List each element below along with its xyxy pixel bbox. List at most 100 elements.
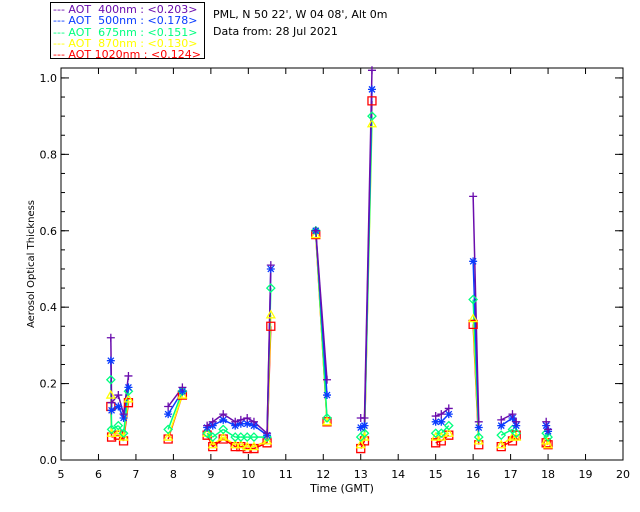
data-point-aot-1020nm — [474, 440, 484, 450]
data-point-aot-870nm — [230, 439, 241, 449]
data-point-aot-870nm — [542, 439, 554, 449]
data-point-aot-500nm — [469, 257, 478, 266]
data-point-aot-400nm — [124, 371, 133, 380]
data-point-aot-500nm — [243, 419, 252, 428]
data-point-aot-400nm — [107, 398, 116, 407]
x-tick-label: 13 — [354, 468, 368, 481]
x-tick-label: 7 — [132, 468, 139, 481]
series-line-2 — [440, 425, 450, 434]
data-point-aot-870nm — [118, 431, 129, 441]
data-point-aot-675nm — [359, 428, 370, 439]
info-block: PML, N 50 22', W 04 08', Alt 0m Data fro… — [213, 6, 387, 40]
data-point-aot-675nm — [113, 420, 124, 431]
data-point-aot-870nm — [473, 435, 484, 445]
data-point-aot-675nm — [436, 428, 447, 439]
data-point-aot-500nm — [360, 421, 369, 430]
x-tick-label: 20 — [616, 468, 630, 481]
data-point-aot-870nm — [242, 441, 253, 451]
data-point-aot-400nm — [164, 402, 173, 411]
series-line-2 — [111, 424, 119, 431]
legend-entry-500: --- AOT 500nm : <0.178> — [53, 14, 198, 28]
data-point-aot-870nm — [261, 435, 273, 445]
y-tick-label: 1.0 — [40, 72, 58, 85]
data-point-aot-400nm — [263, 429, 272, 438]
legend-entry-400: --- AOT 400nm : <0.203> — [53, 3, 198, 16]
series-line-2 — [212, 428, 224, 438]
series-line-1 — [117, 406, 125, 419]
x-tick-label: 9 — [207, 468, 214, 481]
data-point-aot-500nm — [497, 421, 506, 430]
data-point-aot-675nm — [322, 413, 332, 423]
data-point-aot-675nm — [163, 424, 174, 435]
data-point-aot-500nm — [367, 85, 376, 94]
series-line-0 — [122, 375, 130, 415]
data-point-aot-500nm — [114, 402, 123, 411]
data-point-aot-870nm — [496, 439, 507, 449]
x-tick-label: 10 — [241, 468, 255, 481]
data-point-aot-870nm — [218, 431, 229, 441]
legend-entry-870: --- AOT 870nm : <0.130> — [53, 36, 198, 50]
data-point-aot-870nm — [366, 118, 378, 128]
x-tick-label: 15 — [429, 468, 443, 481]
data-point-aot-500nm — [323, 391, 332, 400]
y-tick-label: 0.6 — [40, 225, 58, 238]
data-point-aot-675nm — [207, 432, 218, 442]
data-point-aot-1020nm — [106, 432, 117, 442]
series-line-0 — [440, 407, 450, 415]
series-line-3 — [167, 394, 184, 438]
data-point-aot-400nm — [243, 413, 252, 422]
data-point-aot-500nm — [431, 417, 440, 426]
data-point-aot-870nm — [511, 431, 522, 441]
data-point-aot-675nm — [218, 424, 229, 435]
data-point-aot-400nm — [119, 410, 128, 419]
data-point-aot-400nm — [323, 375, 332, 384]
data-point-aot-400nm — [497, 415, 506, 424]
data-point-aot-500nm — [106, 356, 115, 365]
data-point-aot-675nm — [249, 432, 259, 442]
data-point-aot-675nm — [105, 374, 116, 385]
data-point-aot-870nm — [310, 229, 321, 239]
data-point-aot-675nm — [496, 430, 507, 441]
series-line-0 — [363, 70, 373, 418]
data-point-aot-1020nm — [123, 398, 134, 408]
x-tick-label: 8 — [170, 468, 177, 481]
data-point-aot-870nm — [321, 416, 333, 426]
data-point-aot-675nm — [235, 432, 246, 442]
data-point-aot-400nm — [431, 412, 440, 421]
data-point-aot-500nm — [124, 383, 133, 392]
data-point-aot-1020nm — [543, 440, 553, 450]
series-line-0 — [266, 265, 272, 434]
data-point-aot-400nm — [203, 421, 212, 430]
data-point-aot-675nm — [118, 428, 129, 439]
data-point-aot-1020nm — [322, 417, 332, 427]
data-point-aot-400nm — [219, 410, 228, 419]
data-point-aot-400nm — [544, 425, 553, 434]
data-point-aot-870nm — [235, 439, 246, 449]
series-line-2 — [500, 428, 513, 436]
series-line-0 — [222, 413, 236, 423]
data-point-aot-870nm — [468, 313, 479, 323]
data-point-aot-870nm — [430, 431, 441, 441]
data-point-aot-400nm — [231, 417, 240, 426]
series-line-0 — [500, 413, 513, 421]
data-point-aot-870nm — [436, 431, 447, 441]
x-tick-label: 11 — [279, 468, 293, 481]
series-line-1 — [222, 419, 236, 427]
data-point-aot-400nm — [114, 391, 123, 400]
data-point-aot-1020nm — [468, 319, 478, 330]
data-point-aot-400nm — [508, 410, 517, 419]
data-point-aot-870nm — [106, 427, 117, 437]
y-tick-label: 0.4 — [40, 301, 58, 314]
data-point-aot-870nm — [359, 431, 370, 441]
data-point-aot-870nm — [248, 441, 260, 451]
data-point-aot-400nm — [208, 417, 217, 426]
series-line-0 — [111, 394, 119, 404]
location-text: PML, N 50 22', W 04 08', Alt 0m — [213, 8, 388, 21]
data-point-aot-400nm — [512, 417, 521, 426]
data-point-aot-675nm — [543, 432, 553, 442]
x-tick-label: 14 — [391, 468, 405, 481]
legend-entry-1020: --- AOT 1020nm : <0.124> — [53, 48, 201, 62]
data-point-aot-1020nm — [118, 436, 129, 446]
data-point-aot-870nm — [355, 439, 366, 449]
data-point-aot-1020nm — [266, 321, 276, 331]
